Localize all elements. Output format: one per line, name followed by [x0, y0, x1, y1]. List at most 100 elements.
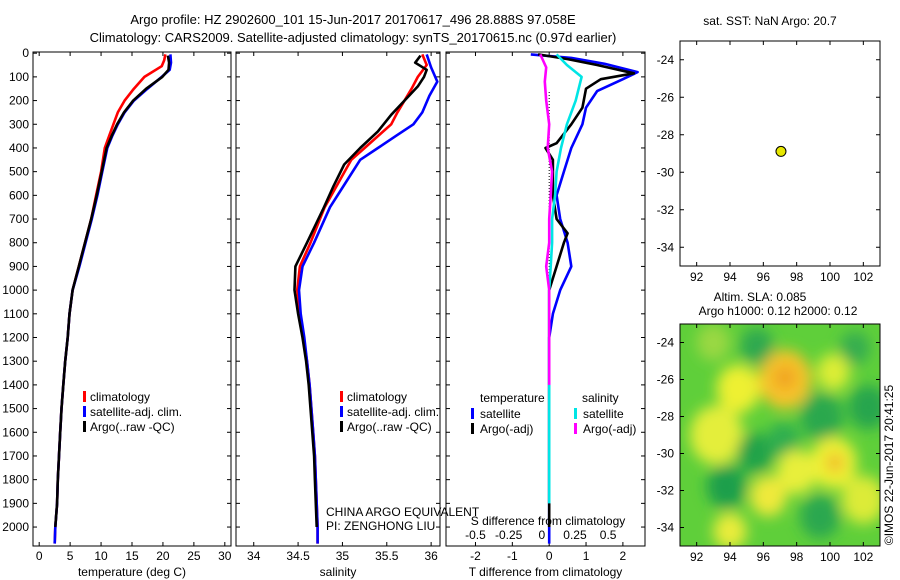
sla_map-xtick-label: 96 [757, 550, 771, 564]
temperature-ytick-label: 1000 [2, 283, 29, 297]
difference-series-line-1 [537, 53, 636, 527]
salinity-legend-label: satellite-adj. clim. [347, 405, 439, 419]
sst_map-ytick-label: -30 [657, 165, 675, 179]
sla-field [680, 324, 880, 546]
sla-anomaly-blob [826, 453, 844, 472]
temperature-ytick-label: 1700 [2, 449, 29, 463]
sst_map-xtick-label: 102 [853, 270, 873, 284]
temperature-ytick-label: 1800 [2, 473, 29, 487]
sla-map-panel: 92 94 96 98 100 102 -24 -26 -28 -30 -32 -34 [657, 323, 881, 564]
sla-anomaly-blob [766, 422, 800, 460]
difference-top-xtick-label: -0.25 [495, 528, 523, 542]
salinity-legend-swatch [340, 391, 343, 402]
temperature-xtick-label: 10 [94, 549, 108, 563]
temperature-frame [32, 51, 232, 547]
salinity-xlabel: salinity [320, 565, 357, 579]
sla-anomaly-blob [816, 353, 850, 391]
sst_map-ytick-label: -26 [657, 90, 675, 104]
salinity-xtick-label: 35 [336, 549, 350, 563]
imos-timestamp: ©IMOS 22-Jun-2017 20:41:25 [882, 385, 896, 546]
temperature-ytick-label: 1600 [2, 425, 29, 439]
argo-float-marker [775, 145, 787, 157]
temperature-legend-swatch [83, 391, 86, 402]
difference-top-xtick-label: -0.5 [465, 528, 486, 542]
sla-map-title-line2: Argo h1000: 0.12 h2000: 0.12 [699, 304, 858, 318]
difference-series-line-2 [547, 53, 583, 504]
temperature-ytick-label: 600 [9, 188, 29, 202]
sst_map-xtick-label: 92 [690, 270, 704, 284]
difference-legend-swatch [471, 408, 474, 419]
salinity-legend-label: climatology [347, 390, 407, 404]
sst_map-ytick-label: -28 [657, 128, 675, 142]
sst_map-ytick-label: -34 [657, 240, 675, 254]
sla-map-title-line1: Altim. SLA: 0.085 [714, 290, 807, 304]
temperature-ytick-label: 0 [22, 46, 29, 60]
temperature-legend-label: satellite-adj. clim. [90, 405, 182, 419]
sla_map-xtick-label: 102 [853, 550, 873, 564]
sst_map-xtick-label: 100 [820, 270, 840, 284]
temperature-ytick-label: 1400 [2, 378, 29, 392]
sla-anomaly-blob [750, 475, 787, 517]
sst_map-ytick-label: -32 [657, 203, 675, 217]
difference-legend-heading: temperature [480, 391, 545, 405]
sla-anomaly-blob [713, 512, 747, 546]
sla_map-xtick-label: 98 [790, 550, 804, 564]
figure-title-line1: Argo profile: HZ 2902600_101 15-Jun-2017… [130, 12, 576, 27]
sst-map-panel: 92 94 96 98 100 102 -24 -26 -28 -30 -32 -34 [657, 40, 881, 284]
difference-xtick-label: 0 [546, 549, 553, 563]
difference-legend-swatch [471, 423, 474, 434]
sla-anomaly-blob [690, 405, 744, 465]
temperature-xtick-label: 5 [67, 549, 74, 563]
temperature-legend-swatch [83, 421, 86, 432]
salinity-series-line-2 [293, 54, 429, 528]
difference-legend-label: Argo(-adj) [480, 422, 533, 436]
salinity-frame [235, 51, 441, 547]
salinity-xtick-label: 34 [247, 549, 261, 563]
salinity-series-line-1 [297, 53, 439, 544]
sst_map-xtick-label: 98 [790, 270, 804, 284]
temperature-xlabel: temperature (deg C) [78, 565, 186, 579]
sla_map-xtick-label: 100 [820, 550, 840, 564]
sst_map-xtick-label: 94 [723, 270, 737, 284]
difference-xtick-label: -1 [507, 549, 518, 563]
temperature-ytick-label: 700 [9, 212, 29, 226]
temperature-ytick-label: 1900 [2, 496, 29, 510]
sla-field-blobs [690, 324, 880, 546]
difference-legend-swatch [574, 423, 577, 434]
sla-anomaly-blob [740, 327, 774, 365]
sla-anomaly-blob [736, 433, 774, 474]
temperature-series-line-2 [54, 55, 171, 528]
sla_map-ytick-label: -32 [657, 484, 675, 498]
difference-legend-label: Argo(-adj) [583, 422, 636, 436]
sla_map-xtick-label: 94 [723, 550, 737, 564]
temperature-ytick-label: 900 [9, 259, 29, 273]
temperature-ytick-label: 200 [9, 94, 29, 108]
sla-anomaly-blob [716, 364, 760, 413]
temperature-ytick-label: 2000 [2, 520, 29, 534]
salinity-panel: 34 34.5 35 35.5 36 salinity climatologysatelli… [235, 51, 441, 579]
temperature-ytick-label: 400 [9, 141, 29, 155]
temperature-ytick-label: 1100 [3, 307, 29, 321]
temperature-xtick-label: 30 [218, 549, 232, 563]
difference-legend-heading: salinity [582, 391, 619, 405]
sla_map-xtick-label: 92 [690, 550, 704, 564]
difference-series-line-3 [539, 53, 554, 385]
sla-anomaly-blob [800, 494, 840, 539]
pi-label-line2: PI: ZENGHONG LIU [326, 519, 435, 533]
difference-frame [445, 51, 646, 547]
temperature-legend-label: Argo(..raw -QC) [90, 420, 175, 434]
difference-legend-swatch [574, 408, 577, 419]
difference-legend-label: satellite [480, 407, 521, 421]
difference-xtick-label: 2 [620, 549, 627, 563]
difference-top-xtick-label: 0.25 [563, 528, 587, 542]
salinity-legend-swatch [340, 421, 343, 432]
salinity-legend-label: Argo(..raw -QC) [347, 420, 432, 434]
sla_map-ytick-label: -34 [657, 521, 675, 535]
difference-series-line-0 [530, 53, 639, 544]
temperature-ytick-label: 800 [9, 236, 29, 250]
sla-anomaly-blob [775, 366, 795, 389]
sla-anomaly-blob [776, 449, 817, 495]
difference-xlabel: T difference from climatology [469, 565, 623, 579]
temperature-legend-swatch [83, 406, 86, 417]
